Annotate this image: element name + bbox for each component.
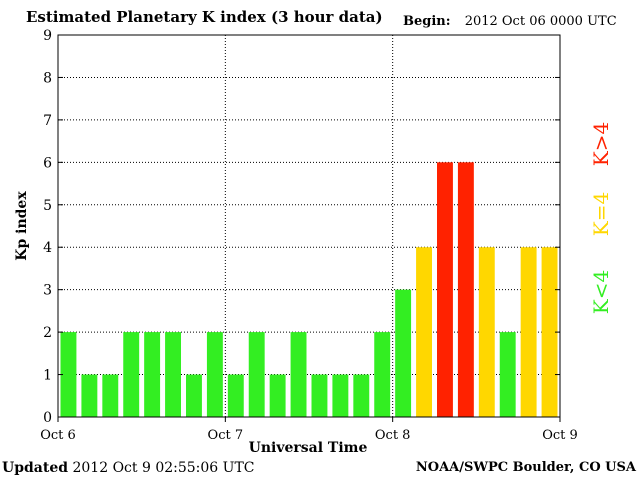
y-tick-label: 8 — [43, 70, 52, 86]
kp-bar — [520, 247, 537, 417]
credit: NOAA/SWPC Boulder, CO USA — [415, 460, 636, 475]
kp-bar — [311, 374, 328, 417]
begin-label: Begin: — [403, 14, 451, 29]
legend-item: K>4 — [589, 121, 614, 167]
y-tick-label: 9 — [43, 28, 52, 44]
legend-item: K=4 — [589, 191, 614, 237]
y-axis-label: Kp index — [14, 191, 30, 261]
kp-bar — [60, 332, 77, 417]
bars — [60, 162, 558, 417]
kp-bar — [541, 247, 558, 417]
begin-value: 2012 Oct 06 0000 UTC — [464, 14, 617, 29]
y-tick-label: 2 — [43, 325, 52, 341]
updated-value: 2012 Oct 9 02:55:06 UTC — [72, 460, 255, 476]
axes: 0 1 2 3 4 5 6 7 8 9 Oct 6 Oct 7 Oct 8 Oct 9 — [40, 28, 578, 443]
grid-lines — [58, 35, 560, 417]
chart-title: Estimated Planetary K index (3 hour data… — [26, 8, 383, 26]
y-tick-label: 0 — [43, 410, 52, 426]
kp-bar — [227, 374, 244, 417]
kp-bar — [248, 332, 265, 417]
kp-bar — [437, 162, 453, 417]
legend-item: K<4 — [589, 269, 614, 315]
kp-bar — [395, 289, 412, 417]
kp-bar — [81, 374, 98, 417]
updated-info: Updated 2012 Oct 9 02:55:06 UTC — [2, 460, 255, 476]
y-tick-label: 6 — [43, 155, 52, 171]
y-tick-label: 3 — [43, 283, 52, 299]
kp-bar — [374, 332, 391, 417]
kp-bar — [457, 162, 474, 417]
x-tick-label: Oct 7 — [208, 428, 244, 443]
updated-label: Updated — [2, 460, 69, 476]
kp-bar — [186, 374, 202, 417]
x-axis-label: Universal Time — [249, 440, 368, 456]
kp-bar — [332, 374, 349, 417]
y-tick-label: 1 — [43, 368, 52, 384]
kp-bar — [353, 374, 370, 417]
kp-bar — [102, 374, 119, 417]
y-tick-label: 4 — [43, 240, 52, 256]
kp-bar — [416, 247, 432, 417]
kp-bar — [499, 332, 516, 417]
y-tick-label: 5 — [43, 198, 52, 214]
kp-bar — [123, 332, 140, 417]
kp-bar — [478, 247, 495, 417]
x-tick-label: Oct 6 — [40, 428, 76, 443]
kp-bar — [269, 374, 286, 417]
kp-bar — [165, 332, 181, 417]
x-tick-label: Oct 9 — [542, 428, 578, 443]
kp-bar — [206, 332, 223, 417]
plot-frame — [57, 34, 561, 418]
kp-bar — [144, 332, 161, 417]
x-tick-label: Oct 8 — [375, 428, 411, 443]
begin-time: Begin: 2012 Oct 06 0000 UTC — [403, 14, 617, 29]
kp-bar — [290, 332, 307, 417]
y-tick-label: 7 — [43, 113, 52, 129]
